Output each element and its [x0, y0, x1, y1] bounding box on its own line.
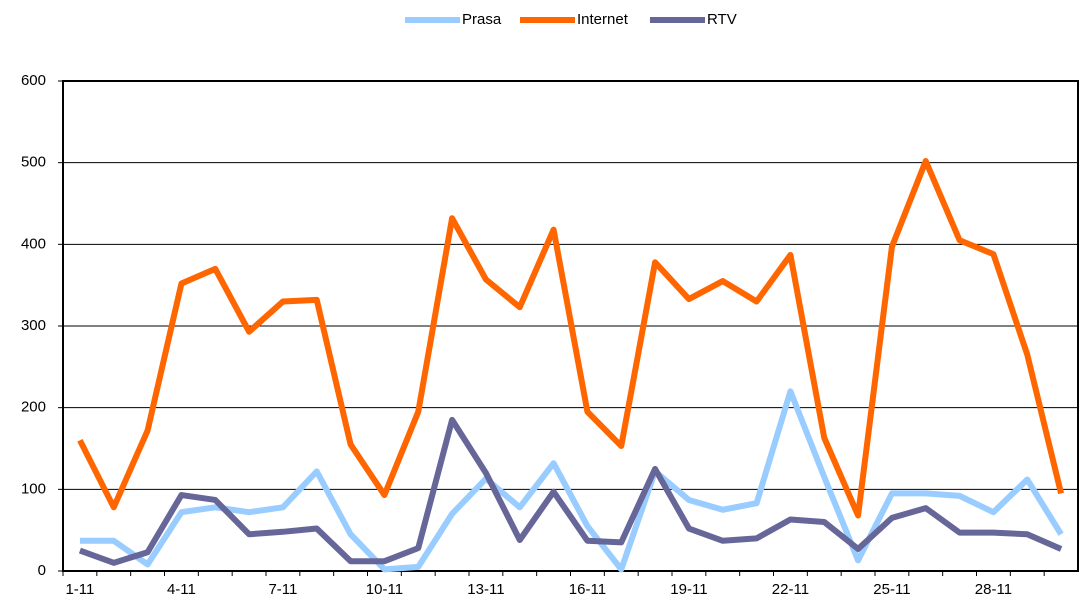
x-tick-label: 25-11 — [873, 581, 910, 598]
x-tick-label: 22-11 — [772, 581, 809, 598]
y-tick-label: 600 — [21, 72, 46, 89]
x-tick-label: 16-11 — [569, 581, 606, 598]
x-tick-label: 4-11 — [167, 581, 196, 598]
series-line — [77, 158, 1064, 519]
x-tick-label: 28-11 — [975, 581, 1012, 598]
x-tick-label: 1-11 — [65, 581, 94, 598]
y-tick-label: 500 — [21, 154, 46, 171]
y-tick-label: 400 — [21, 235, 46, 252]
legend-label: Internet — [577, 11, 629, 28]
x-tick-label: 13-11 — [467, 581, 504, 598]
legend-label: RTV — [707, 11, 737, 28]
y-tick-label: 300 — [21, 317, 46, 334]
y-tick-label: 0 — [38, 562, 46, 579]
x-tick-label: 19-11 — [670, 581, 707, 598]
series-line — [78, 416, 1063, 566]
x-tick-label: 7-11 — [268, 581, 297, 598]
y-tick-label: 200 — [21, 399, 46, 416]
legend-label: Prasa — [462, 11, 502, 28]
series-line — [79, 388, 1064, 573]
x-tick-label: 10-11 — [366, 581, 403, 598]
y-tick-label: 100 — [21, 480, 46, 497]
